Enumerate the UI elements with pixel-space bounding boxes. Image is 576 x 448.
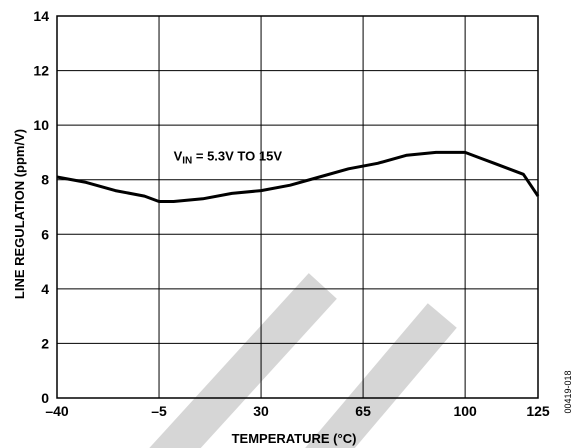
vin-annotation: VIN = 5.3V TO 15V (174, 149, 283, 167)
y-axis-title: LINE REGULATION (ppm/V) (12, 129, 27, 299)
figure-id: 00419-018 (563, 370, 573, 413)
grid (57, 16, 538, 398)
x-tick-label: 125 (526, 403, 550, 419)
x-tick-label: –40 (45, 403, 69, 419)
x-tick-label: 100 (453, 403, 477, 419)
vin-annotation-subscript: IN (182, 156, 192, 167)
y-tick-label: 8 (41, 172, 49, 188)
y-tick-label: 10 (33, 117, 49, 133)
x-tick-labels: –40 –5 30 65 100 125 (45, 403, 550, 419)
watermark (149, 273, 457, 448)
watermark-stroke-1 (149, 273, 337, 448)
y-tick-label: 6 (41, 226, 49, 242)
plot-lines (56, 150, 540, 203)
series-line-1 (56, 150, 540, 203)
x-tick-label: 65 (355, 403, 371, 419)
vin-annotation-suffix: = 5.3V TO 15V (192, 149, 282, 164)
y-tick-label: 0 (41, 390, 49, 406)
x-tick-label: 30 (253, 403, 269, 419)
y-tick-label: 12 (33, 63, 49, 79)
x-axis-title: TEMPERATURE (°C) (232, 431, 357, 446)
watermark-stroke-2 (305, 303, 457, 448)
y-tick-label: 4 (41, 281, 49, 297)
y-tick-label: 2 (41, 335, 49, 351)
y-tick-labels: 0 2 4 6 8 10 12 14 (33, 8, 49, 406)
vin-annotation-prefix: V (174, 149, 183, 164)
x-tick-label: –5 (151, 403, 167, 419)
y-tick-label: 14 (33, 8, 49, 24)
plot-frame (56, 15, 539, 399)
